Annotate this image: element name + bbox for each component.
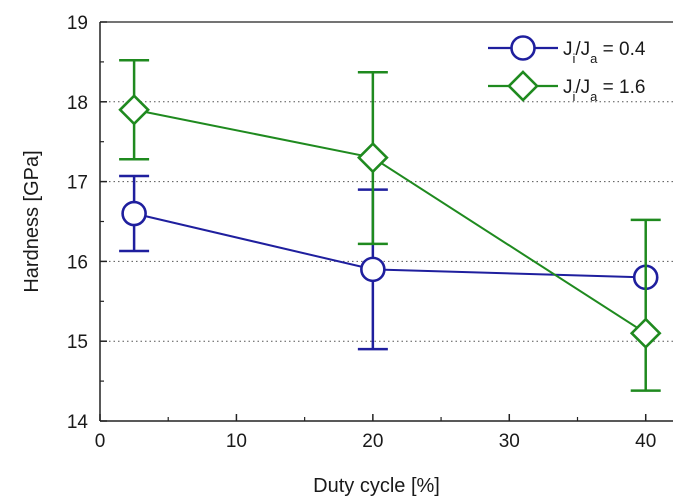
axes: 14 15 16 17 18 19 0 10 20 30 40 <box>67 13 673 452</box>
grid-lines <box>100 21 673 342</box>
y-tick-label: 17 <box>67 173 88 194</box>
x-tick-label: 40 <box>635 431 656 452</box>
y-tick-label: 18 <box>67 93 88 114</box>
data-point-circle <box>121 200 147 227</box>
series-line <box>133 212 646 279</box>
series-diamond <box>118 59 662 392</box>
legend-label: Ji/Ja = 0.4 <box>563 39 646 66</box>
data-point-diamond <box>629 317 662 350</box>
data-point-diamond <box>357 141 389 174</box>
data-point-diamond <box>118 93 150 126</box>
y-axis-label: Hardness [GPa] <box>21 150 43 292</box>
legend-marker-diamond <box>507 70 539 102</box>
x-axis-label: Duty cycle [%] <box>313 475 440 497</box>
y-tick-label: 14 <box>67 412 89 433</box>
y-tick-label: 19 <box>67 13 88 34</box>
x-tick-label: 20 <box>362 431 383 452</box>
legend-label: Ji/Ja = 1.6 <box>563 77 645 104</box>
x-tick-label: 0 <box>95 431 106 452</box>
y-tick-label: 16 <box>67 252 88 273</box>
data-point-circle <box>360 256 386 283</box>
x-tick-label: 30 <box>499 431 520 452</box>
series-circle <box>119 174 659 351</box>
axis-labels: Duty cycle [%] Hardness [GPa] <box>21 150 440 497</box>
legend-marker-circle <box>510 35 536 61</box>
legend: Ji/Ja = 0.4 Ji/Ja = 1.6 <box>488 35 646 104</box>
x-tick-label: 10 <box>226 431 247 452</box>
series-layer <box>118 59 662 392</box>
y-tick-label: 15 <box>67 332 88 353</box>
series-line <box>133 108 647 335</box>
